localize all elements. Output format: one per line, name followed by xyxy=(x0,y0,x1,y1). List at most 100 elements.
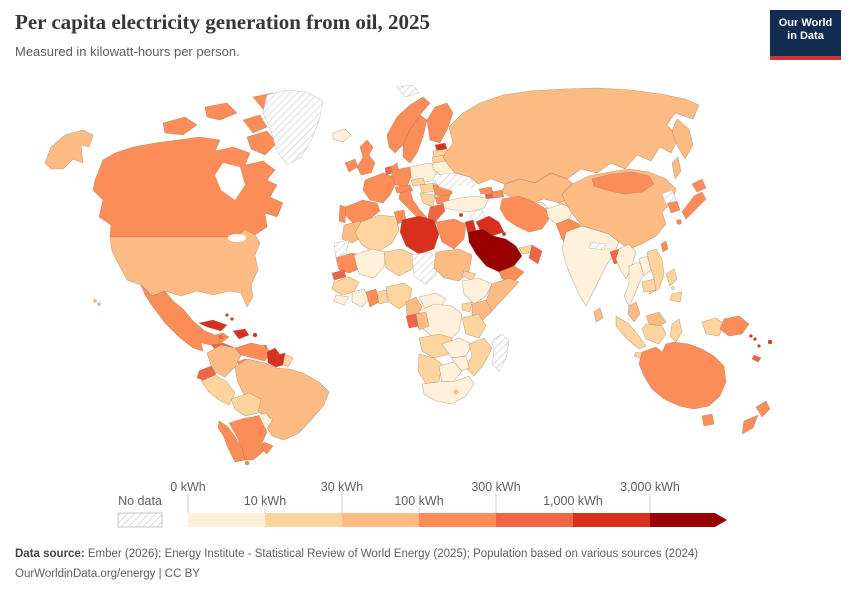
country-south-korea[interactable] xyxy=(667,200,681,214)
country-new-zealand-south[interactable] xyxy=(741,414,759,435)
country-north-korea[interactable] xyxy=(661,189,677,205)
country-lesotho[interactable] xyxy=(453,389,459,395)
country-tanzania[interactable] xyxy=(461,313,487,339)
country-philippines-luzon[interactable] xyxy=(665,268,678,287)
country-algeria[interactable] xyxy=(354,214,400,254)
country-mali[interactable] xyxy=(353,248,387,279)
country-cyprus[interactable] xyxy=(458,212,464,218)
country-australia[interactable] xyxy=(638,341,727,410)
country-czechia[interactable] xyxy=(410,177,426,187)
country-australia-tasmania[interactable] xyxy=(701,413,715,427)
country-spain[interactable] xyxy=(344,199,381,224)
country-armenia[interactable] xyxy=(484,192,494,200)
country-united-kingdom[interactable] xyxy=(356,139,376,176)
country-nepal[interactable] xyxy=(588,241,607,251)
country-south-africa[interactable] xyxy=(421,375,475,405)
country-canada-baffin[interactable] xyxy=(246,130,278,156)
country-chile[interactable] xyxy=(217,420,246,463)
country-united-states[interactable] xyxy=(109,228,261,308)
country-philippines-visayas[interactable] xyxy=(671,286,675,290)
country-argentina-tdf[interactable] xyxy=(244,460,250,466)
country-togo-benin[interactable] xyxy=(376,289,389,305)
country-sierra-leone-liberia[interactable] xyxy=(333,294,350,306)
legend-no-data-swatch[interactable] xyxy=(117,512,163,528)
country-ethiopia[interactable] xyxy=(461,277,493,305)
country-french-guiana[interactable] xyxy=(282,353,294,368)
country-uruguay[interactable] xyxy=(260,441,274,455)
country-solomon-islands-1[interactable] xyxy=(749,334,753,338)
country-philippines-mindanao[interactable] xyxy=(669,291,683,303)
country-cambodia[interactable] xyxy=(641,278,657,293)
country-cuba[interactable] xyxy=(198,319,228,332)
country-senegal[interactable] xyxy=(331,269,347,281)
country-netherlands[interactable] xyxy=(384,165,393,176)
country-iran[interactable] xyxy=(499,195,550,233)
country-new-zealand-north[interactable] xyxy=(755,400,771,418)
country-western-balkans[interactable] xyxy=(419,192,436,208)
country-bolivia[interactable] xyxy=(230,392,262,417)
country-france[interactable] xyxy=(362,172,396,204)
country-oman[interactable] xyxy=(528,244,543,265)
country-ivory-coast[interactable] xyxy=(351,288,370,308)
country-united-states-hawaii-1[interactable] xyxy=(93,299,97,303)
country-vanuatu[interactable] xyxy=(757,344,761,348)
country-mexico[interactable] xyxy=(140,284,230,352)
country-ireland[interactable] xyxy=(344,158,359,173)
country-turkey[interactable] xyxy=(442,195,490,213)
legend-bin-3000-plus-arrow[interactable] xyxy=(650,513,727,527)
country-russia[interactable] xyxy=(442,87,700,185)
legend-bin-100-300[interactable] xyxy=(419,513,496,527)
country-russia-kamchatka[interactable] xyxy=(671,118,694,160)
country-japan-hokkaido[interactable] xyxy=(691,178,707,193)
country-madagascar[interactable] xyxy=(491,333,510,372)
legend-bin-10-30[interactable] xyxy=(265,513,342,527)
country-solomon-islands-2[interactable] xyxy=(753,337,757,341)
country-japan-honshu[interactable] xyxy=(681,191,707,220)
country-china[interactable] xyxy=(561,168,677,250)
country-mozambique[interactable] xyxy=(465,337,493,377)
country-united-states-alaska[interactable] xyxy=(44,129,94,170)
country-indonesia-kalimantan[interactable] xyxy=(641,323,667,345)
country-jamaica[interactable] xyxy=(218,334,224,340)
country-libya[interactable] xyxy=(399,215,440,255)
country-canada-arctic-3[interactable] xyxy=(242,114,268,134)
country-canada-arctic-1[interactable] xyxy=(162,116,198,136)
country-botswana[interactable] xyxy=(438,361,463,383)
country-greenland[interactable] xyxy=(262,89,324,166)
country-mongolia[interactable] xyxy=(591,171,655,195)
country-japan-kyushu[interactable] xyxy=(676,219,682,225)
country-russia-sakhalin[interactable] xyxy=(671,156,682,180)
legend-bin-1000-3000[interactable] xyxy=(573,513,650,527)
country-india[interactable] xyxy=(561,225,620,307)
country-egypt[interactable] xyxy=(435,218,467,250)
country-sweden[interactable] xyxy=(402,114,428,164)
country-malaysia-peninsular[interactable] xyxy=(627,301,641,323)
country-vietnam[interactable] xyxy=(646,248,665,295)
country-peru[interactable] xyxy=(200,374,236,406)
country-iceland[interactable] xyxy=(332,128,352,143)
country-israel-jordan[interactable] xyxy=(464,219,477,235)
country-indonesia-sulawesi[interactable] xyxy=(669,318,683,343)
country-bahamas-2[interactable] xyxy=(230,317,234,321)
country-canada-arctic-2[interactable] xyxy=(204,102,238,121)
country-taiwan[interactable] xyxy=(660,240,669,253)
country-fiji[interactable] xyxy=(767,339,773,345)
country-niger[interactable] xyxy=(383,248,415,277)
footer-link[interactable]: OurWorldinData.org/energy xyxy=(15,568,156,580)
country-western-sahara[interactable] xyxy=(333,239,350,259)
country-united-states-hawaii-2[interactable] xyxy=(97,302,101,306)
country-malaysia-borneo[interactable] xyxy=(645,311,667,327)
country-dr-congo[interactable] xyxy=(418,303,463,342)
country-saudi-arabia[interactable] xyxy=(467,228,523,273)
country-namibia[interactable] xyxy=(417,353,443,385)
legend-bin-30-100[interactable] xyxy=(342,513,419,527)
country-canada[interactable] xyxy=(92,136,284,238)
country-papua-new-guinea[interactable] xyxy=(719,315,750,337)
country-indonesia-sumatra[interactable] xyxy=(615,315,647,350)
country-bahamas-1[interactable] xyxy=(225,313,229,317)
country-chad[interactable] xyxy=(411,251,440,285)
country-yemen[interactable] xyxy=(498,265,525,281)
owid-logo[interactable]: Our World in Data xyxy=(770,10,841,60)
country-puerto-rico[interactable] xyxy=(252,332,258,338)
country-uganda[interactable] xyxy=(461,301,473,313)
